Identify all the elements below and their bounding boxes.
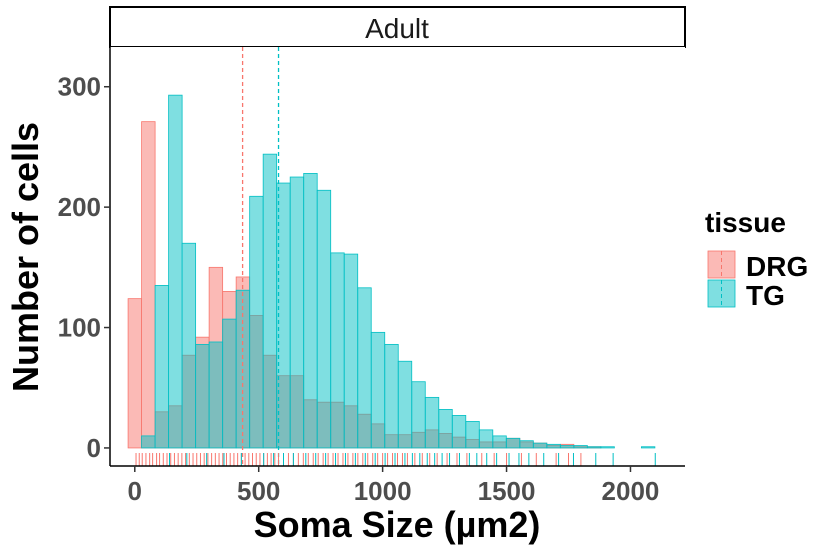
bar-tg-38	[641, 447, 655, 448]
bar-tg-31	[547, 444, 561, 448]
bar-tg-22	[425, 397, 439, 448]
bar-tg-32	[560, 446, 574, 448]
x-tick-label-1000: 1000	[354, 476, 412, 506]
x-tick-label-0: 0	[128, 476, 142, 506]
bar-tg-2	[155, 285, 169, 448]
y-ticks: 0 100 200 300	[58, 72, 110, 463]
bar-tg-4	[182, 243, 196, 448]
bar-tg-25	[466, 421, 480, 447]
bar-tg-19	[385, 344, 399, 448]
bar-tg-14	[317, 190, 331, 448]
bar-tg-27	[493, 436, 507, 448]
bar-tg-12	[290, 177, 304, 448]
bar-tg-17	[358, 288, 372, 448]
y-tick-label-0: 0	[87, 433, 101, 463]
legend-label-tg: TG	[746, 280, 785, 311]
y-tick-label-100: 100	[58, 313, 101, 343]
bar-tg-30	[533, 443, 547, 448]
x-tick-label-1500: 1500	[478, 476, 536, 506]
bar-tg-29	[520, 441, 534, 448]
bar-tg-23	[439, 409, 453, 448]
bar-tg-33	[574, 446, 588, 448]
bar-tg-24	[452, 415, 466, 448]
bar-tg-1	[142, 436, 156, 448]
bar-tg-16	[344, 254, 358, 448]
bar-tg-15	[331, 253, 345, 448]
bar-tg-35	[601, 447, 615, 448]
x-axis-title: Soma Size (µm2)	[254, 504, 541, 545]
bar-tg-5	[196, 344, 210, 448]
y-axis-title: Number of cells	[5, 122, 46, 392]
bar-tg-28	[506, 438, 520, 448]
bar-drg-1	[142, 122, 156, 448]
bar-drg-0	[128, 299, 142, 448]
x-tick-label-2000: 2000	[602, 476, 660, 506]
bar-tg-13	[304, 173, 318, 448]
facet-label: Adult	[365, 13, 429, 44]
bar-tg-6	[209, 342, 223, 448]
bar-tg-34	[587, 447, 601, 448]
x-ticks: 0 500 1000 1500 2000	[128, 466, 660, 506]
bar-tg-21	[412, 382, 426, 448]
bar-tg-9	[250, 196, 264, 448]
bar-tg-3	[169, 95, 183, 448]
bar-tg-7	[223, 319, 237, 448]
bar-tg-20	[398, 361, 412, 448]
bar-tg-10	[263, 154, 277, 448]
x-tick-label-500: 500	[237, 476, 280, 506]
y-tick-label-300: 300	[58, 72, 101, 102]
legend-title: tissue	[705, 207, 786, 238]
bar-tg-18	[371, 332, 385, 448]
legend-label-drg: DRG	[746, 251, 808, 282]
y-tick-label-200: 200	[58, 192, 101, 222]
bar-tg-26	[479, 430, 493, 448]
